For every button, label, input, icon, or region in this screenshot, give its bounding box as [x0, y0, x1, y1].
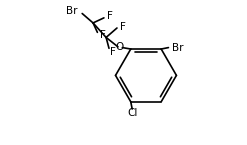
Text: F: F — [110, 47, 116, 57]
Text: F: F — [120, 22, 126, 32]
Text: O: O — [116, 42, 124, 52]
Text: Br: Br — [172, 43, 184, 53]
Text: F: F — [107, 11, 113, 21]
Text: Br: Br — [66, 6, 77, 16]
Text: Cl: Cl — [127, 108, 137, 118]
Text: F: F — [100, 30, 106, 40]
